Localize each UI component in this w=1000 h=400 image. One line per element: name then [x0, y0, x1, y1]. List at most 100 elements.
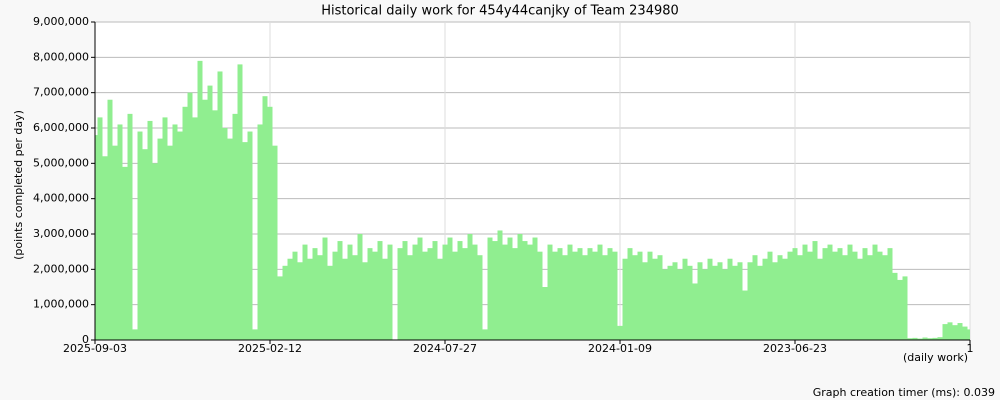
bar: [727, 258, 733, 340]
bar: [367, 248, 373, 340]
x-tick-label: 2025-09-03: [63, 342, 127, 355]
y-tick-label: 0: [82, 333, 89, 346]
bar: [912, 337, 918, 340]
bar: [317, 255, 323, 340]
bar: [787, 251, 793, 340]
bar: [402, 241, 408, 340]
bar: [512, 248, 518, 340]
bar: [142, 149, 148, 340]
bar: [732, 265, 738, 340]
bar: [932, 337, 938, 340]
bar: [127, 113, 133, 340]
bar: [837, 248, 843, 340]
x-tick-label: 2024-07-27: [413, 342, 477, 355]
bar: [357, 234, 363, 340]
y-axis-label: (points completed per day): [12, 110, 25, 260]
bar: [327, 265, 333, 340]
bar: [862, 248, 868, 340]
bar: [777, 255, 783, 340]
x-tick-label: 2025-02-12: [238, 342, 302, 355]
bar: [572, 251, 578, 340]
bar: [637, 251, 643, 340]
bar: [212, 110, 218, 340]
bar: [467, 234, 473, 340]
bar: [377, 241, 383, 340]
bar: [592, 251, 598, 340]
bar: [112, 145, 118, 340]
bar: [722, 269, 728, 340]
bar: [902, 276, 908, 340]
bar: [267, 106, 273, 340]
bar: [452, 251, 458, 340]
bar: [222, 128, 228, 340]
bar: [517, 234, 523, 340]
bar: [792, 248, 798, 340]
bar: [102, 156, 108, 340]
bar: [657, 255, 663, 340]
bar: [927, 338, 933, 340]
bar: [827, 244, 833, 340]
bar: [552, 251, 558, 340]
bar: [307, 258, 313, 340]
bar: [917, 338, 923, 340]
bar: [522, 241, 528, 340]
y-tick-label: 1,000,000: [33, 298, 89, 311]
bar: [182, 106, 188, 340]
bar: [817, 258, 823, 340]
y-tick-label: 4,000,000: [33, 192, 89, 205]
bar: [697, 262, 703, 340]
bar: [322, 237, 328, 340]
bar: [387, 244, 393, 340]
bar: [617, 325, 623, 340]
x-tick-label: 1: [967, 342, 974, 355]
bar: [887, 248, 893, 340]
bar: [247, 131, 253, 340]
bar: [587, 248, 593, 340]
bar: [192, 117, 198, 340]
bar: [622, 258, 628, 340]
bar: [782, 258, 788, 340]
bar: [952, 325, 958, 340]
bar: [877, 251, 883, 340]
bar: [477, 255, 483, 340]
bar: [922, 337, 928, 340]
bar: [767, 251, 773, 340]
footer: Graph creation timer (ms): 0.039: [813, 386, 995, 399]
bar: [532, 237, 538, 340]
bar: [537, 251, 543, 340]
bar: [457, 241, 463, 340]
y-tick-label: 7,000,000: [33, 86, 89, 99]
bar: [647, 251, 653, 340]
bar: [272, 145, 278, 340]
bar: [942, 324, 948, 340]
bar: [562, 255, 568, 340]
chart-title: Historical daily work for 454y44canjky o…: [321, 4, 679, 19]
bar: [397, 248, 403, 340]
bar: [95, 135, 98, 340]
bar: [867, 255, 873, 340]
x-tick-label: 2023-06-23: [763, 342, 827, 355]
bar: [747, 262, 753, 340]
bar: [812, 241, 818, 340]
bar: [567, 244, 573, 340]
bar: [312, 248, 318, 340]
bars: [95, 60, 970, 340]
bar: [832, 251, 838, 340]
bar: [907, 338, 913, 340]
bar: [197, 60, 203, 340]
bar: [762, 258, 768, 340]
bar: [677, 269, 683, 340]
bar: [132, 329, 138, 340]
bar: [772, 262, 778, 340]
bar: [947, 322, 953, 340]
y-tick-label: 2,000,000: [33, 262, 89, 275]
bar: [627, 248, 633, 340]
bar: [407, 255, 413, 340]
bar: [892, 272, 898, 340]
bar: [737, 262, 743, 340]
bar: [437, 258, 443, 340]
bar: [227, 138, 233, 340]
bar: [667, 265, 673, 340]
bar: [117, 124, 123, 340]
bar: [822, 248, 828, 340]
